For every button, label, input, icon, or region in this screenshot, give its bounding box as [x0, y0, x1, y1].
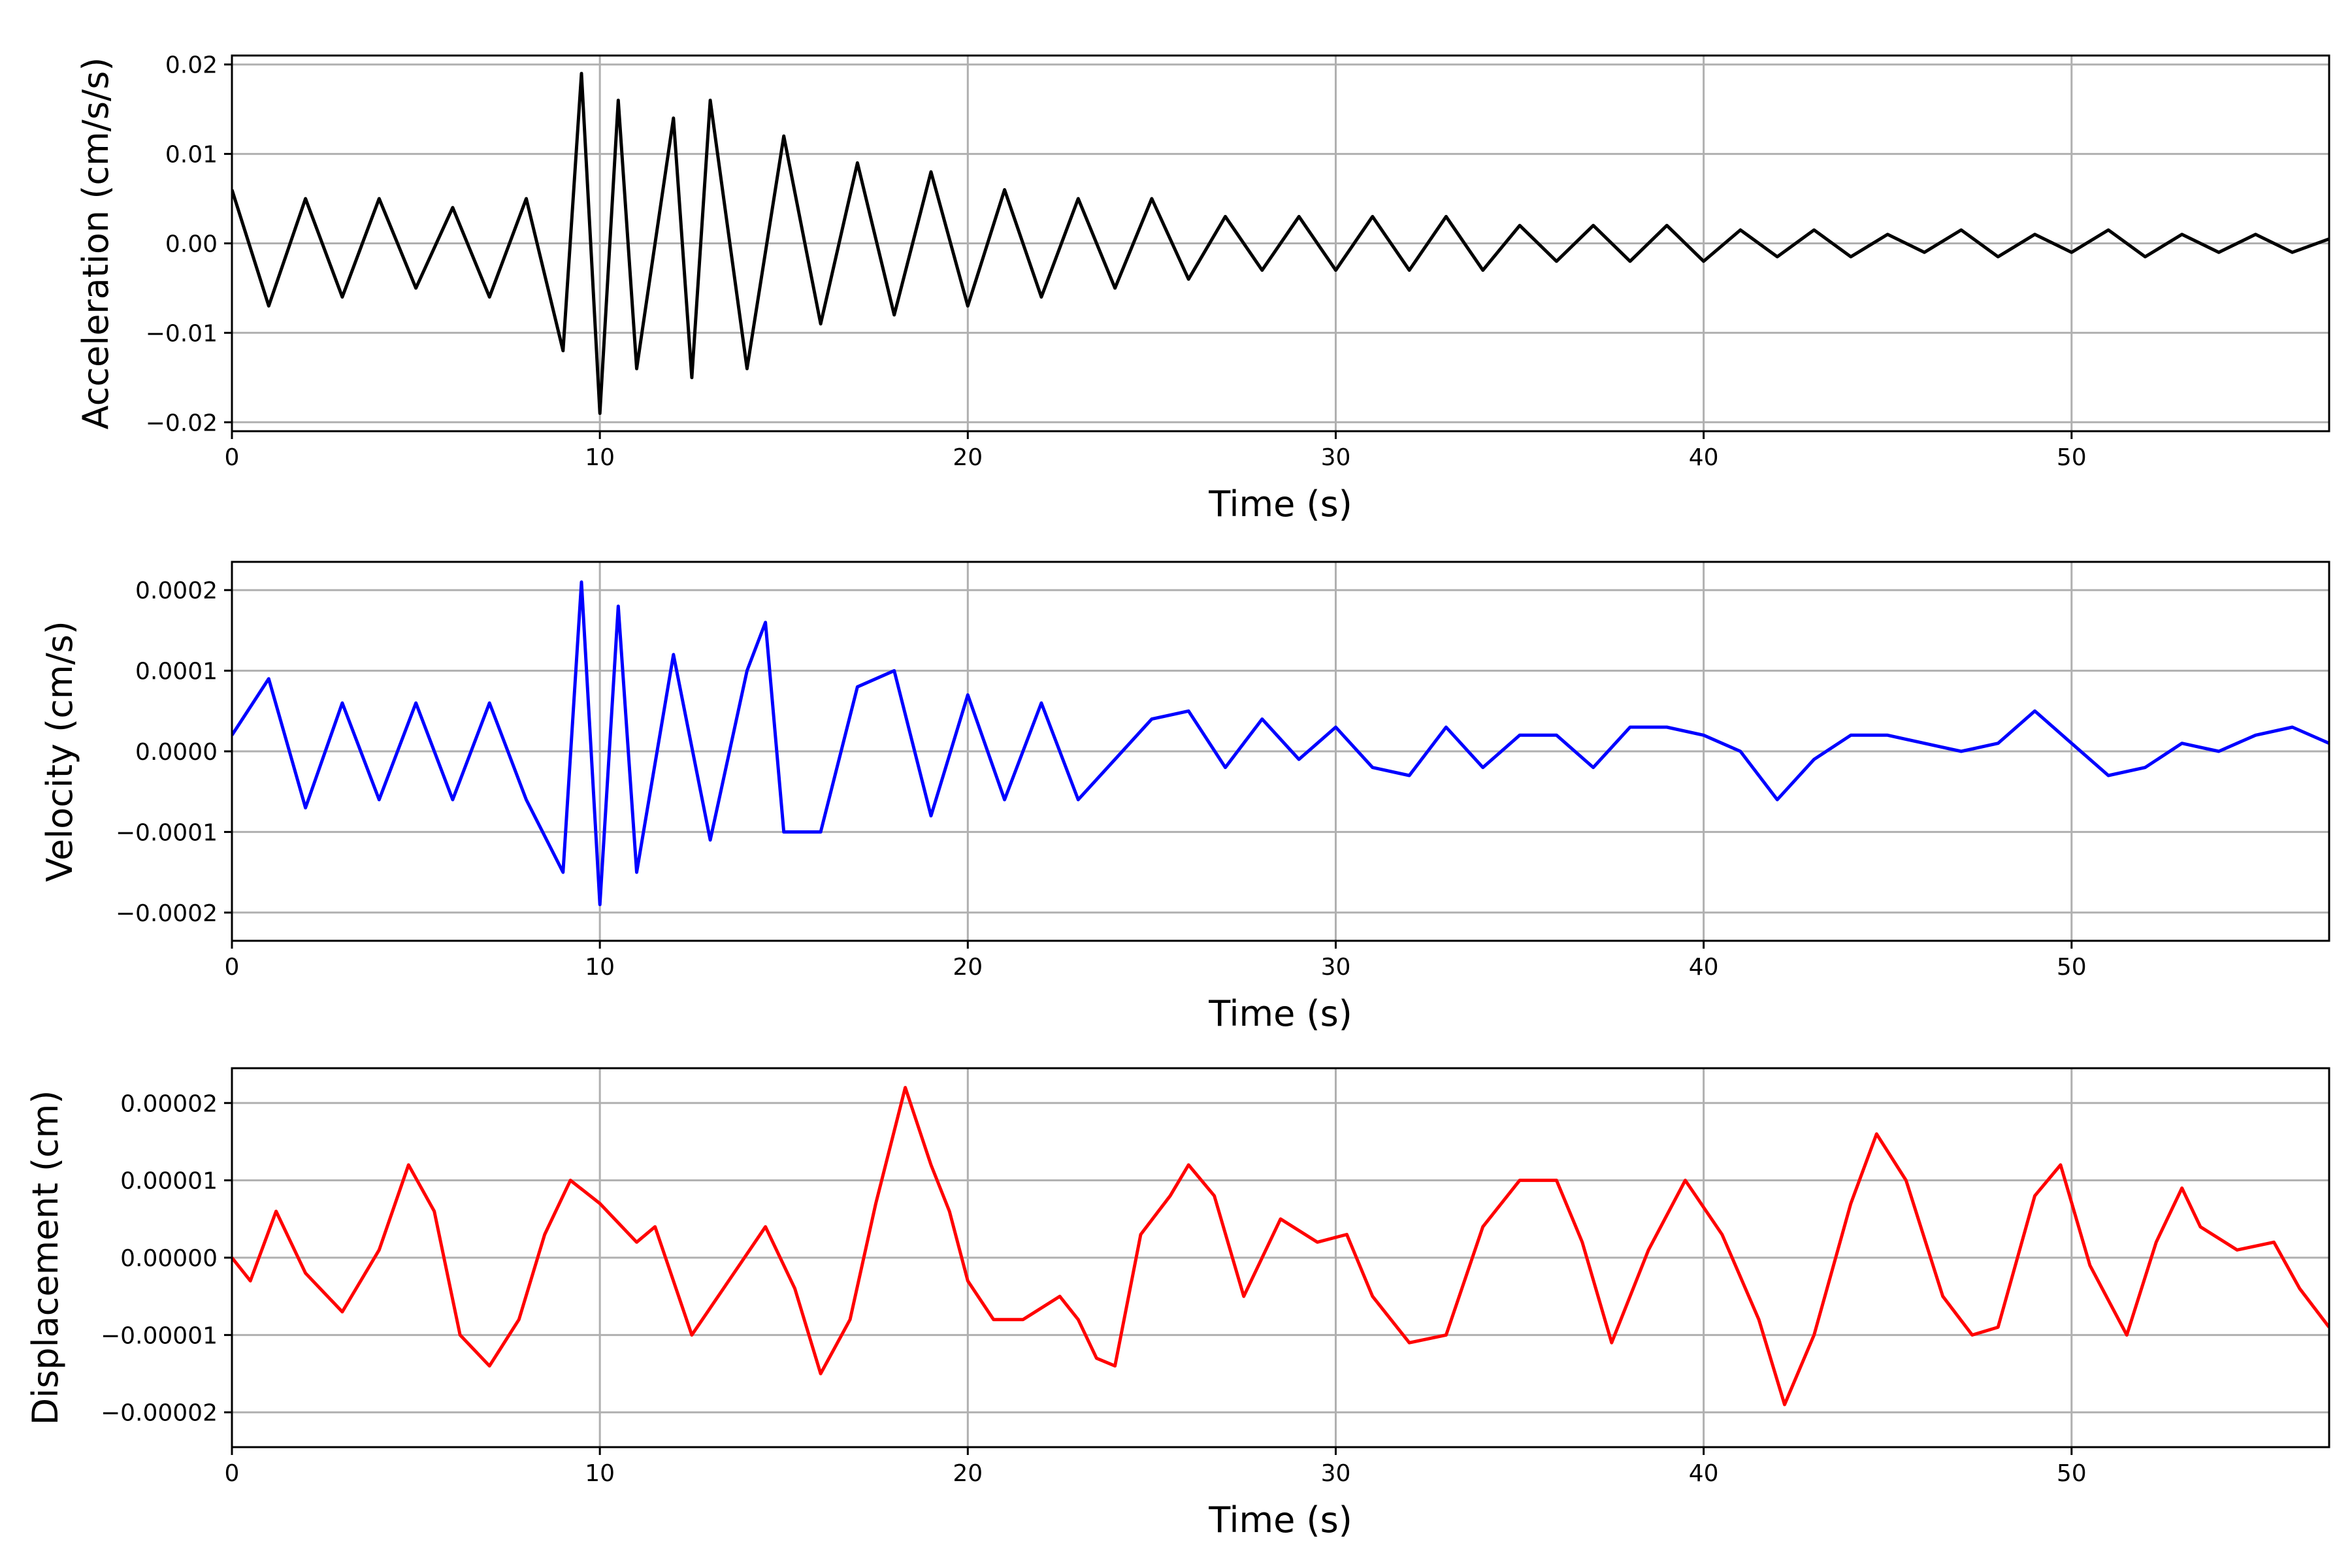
acceleration-x-axis-label: Time (s)	[1208, 483, 1352, 525]
velocity-y-tick-label: 0.0002	[135, 578, 218, 604]
acceleration-x-tick-label: 50	[2057, 444, 2087, 471]
acceleration-series-line	[232, 71, 2329, 416]
displacement-y-tick-label: 0.00001	[120, 1168, 218, 1195]
displacement-y-tick-label: 0.00000	[120, 1245, 218, 1272]
displacement-x-tick-label: 30	[1321, 1460, 1351, 1487]
velocity-x-tick-label: 50	[2057, 954, 2087, 981]
velocity-y-tick-label: −0.0002	[116, 900, 218, 927]
velocity-chart: 0 10 20 30 40 50 −0.0002 −0.0001 0.0000 0.0001 0.0…	[39, 561, 2330, 1034]
displacement-x-tick-label: 10	[585, 1460, 615, 1487]
displacement-y-tick-label: −0.00001	[101, 1322, 218, 1349]
acceleration-y-tick-label: 0.01	[165, 142, 218, 169]
displacement-y-tick-label: 0.00002	[120, 1090, 218, 1117]
displacement-x-axis-label: Time (s)	[1208, 1499, 1352, 1541]
displacement-x-tick-label: 0	[225, 1460, 240, 1487]
acceleration-x-tick-label: 0	[225, 444, 240, 471]
acceleration-y-axis-label: Acceleration (cm/s/s)	[75, 57, 116, 430]
velocity-x-tick-label: 30	[1321, 954, 1351, 981]
velocity-y-tick-label: 0.0000	[135, 739, 218, 766]
acceleration-y-tick-label: 0.00	[165, 231, 218, 258]
acceleration-chart: 0 10 20 30 40 50 −0.02 −0.01 0.00 0.01 0.02 Time (s…	[75, 52, 2330, 525]
displacement-y-axis-label: Displacement (cm)	[25, 1090, 66, 1426]
displacement-x-tick-label: 20	[953, 1460, 983, 1487]
acceleration-x-tick-label: 20	[953, 444, 983, 471]
velocity-x-tick-label: 20	[953, 954, 983, 981]
velocity-y-tick-label: 0.0001	[135, 659, 218, 685]
acceleration-y-tick-label: −0.02	[146, 410, 218, 436]
acceleration-x-tick-label: 30	[1321, 444, 1351, 471]
acceleration-y-tick-label: −0.01	[146, 320, 218, 347]
displacement-chart: 0 10 20 30 40 50 −0.00002 −0.00001 0.00000 0.0000…	[25, 1067, 2330, 1541]
displacement-y-tick-label: −0.00002	[101, 1400, 218, 1427]
velocity-series-line	[232, 580, 2329, 906]
velocity-x-tick-label: 0	[225, 954, 240, 981]
acceleration-x-tick-label: 10	[585, 444, 615, 471]
displacement-x-tick-label: 40	[1689, 1460, 1719, 1487]
velocity-x-tick-label: 40	[1689, 954, 1719, 981]
displacement-series-line	[232, 1086, 2329, 1407]
acceleration-y-tick-label: 0.02	[165, 52, 218, 79]
acceleration-x-tick-label: 40	[1689, 444, 1719, 471]
velocity-x-tick-label: 10	[585, 954, 615, 981]
velocity-y-tick-label: −0.0001	[116, 819, 218, 846]
displacement-x-tick-label: 50	[2057, 1460, 2087, 1487]
velocity-x-axis-label: Time (s)	[1208, 993, 1352, 1034]
velocity-y-axis-label: Velocity (cm/s)	[39, 621, 80, 882]
